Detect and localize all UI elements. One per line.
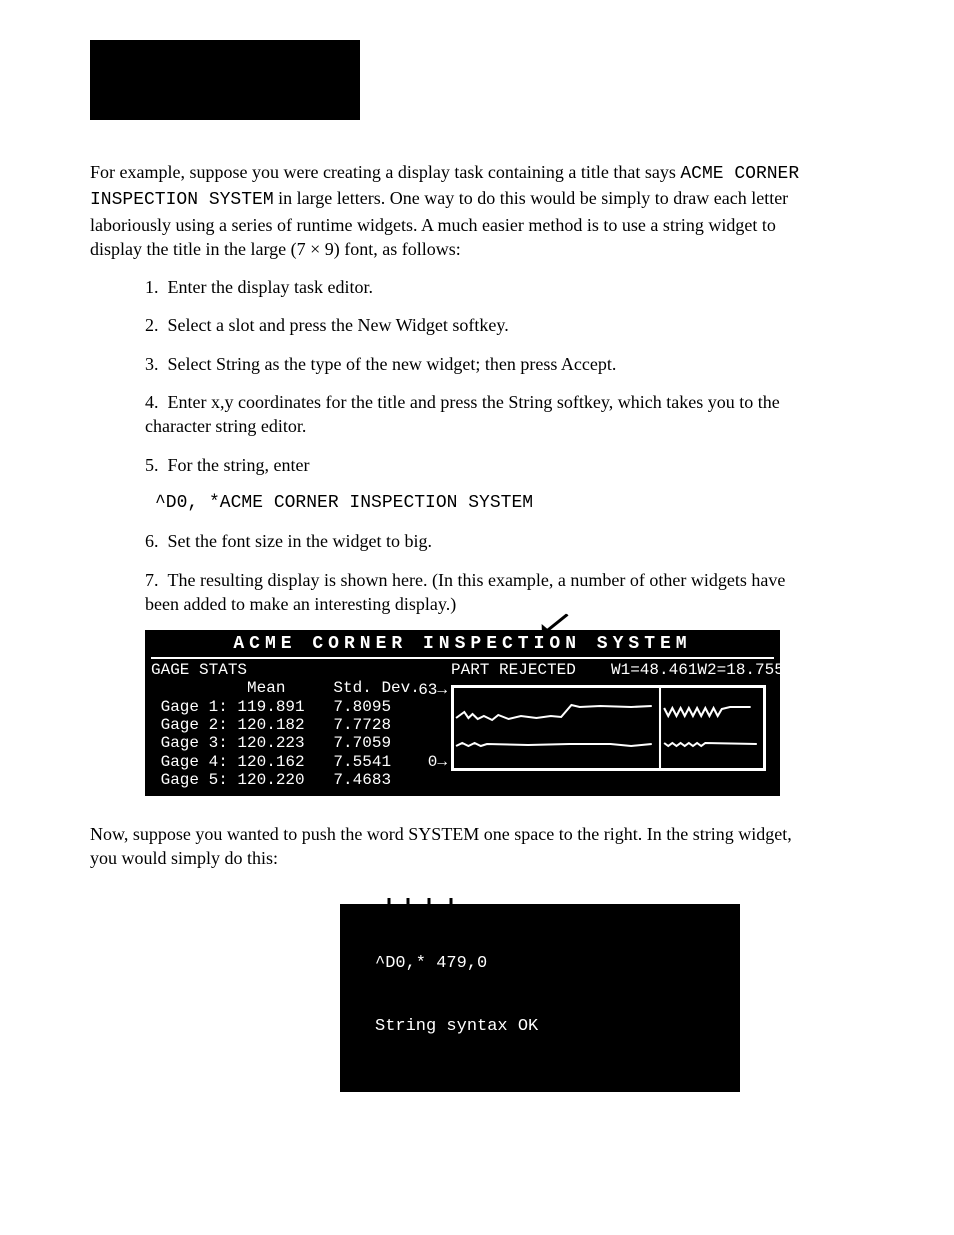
figure-acme: ACME CORNER INSPECTION SYSTEM GAGE STATS…: [90, 630, 814, 795]
intro-para: For example, suppose you were creating a…: [90, 160, 814, 261]
y-top-label: 63→: [418, 681, 447, 699]
acme-terminal: ACME CORNER INSPECTION SYSTEM GAGE STATS…: [145, 630, 780, 795]
gage-table: GAGE STATS Mean Std. Dev. Gage 1: 119.89…: [151, 661, 451, 790]
y-bot-label: 0→: [428, 753, 447, 771]
figure-small-terminal: ^D0,* 479,0 String syntax OK: [90, 904, 814, 1092]
para-2: Now, suppose you wanted to push the word…: [90, 822, 814, 871]
step-2: 2. Select a slot and press the New Widge…: [145, 313, 814, 337]
step-4: 4. Enter x,y coordinates for the title a…: [145, 390, 814, 439]
step-5a: 5. For the string, enter: [145, 453, 814, 477]
small-terminal: ^D0,* 479,0 String syntax OK: [340, 904, 740, 1092]
acme-title: ACME CORNER INSPECTION SYSTEM: [145, 630, 780, 657]
step-6: 6. Set the font size in the widget to bi…: [145, 529, 814, 553]
string-code: ^D0, *ACME CORNER INSPECTION SYSTEM: [155, 491, 814, 515]
step-7: 7. The resulting display is shown here. …: [145, 568, 814, 617]
step-1: 1. Enter the display task editor.: [145, 275, 814, 299]
step-3: 3. Select String as the type of the new …: [145, 352, 814, 376]
redacted-header: [90, 40, 360, 120]
waveform-chart: 63→ 0→: [451, 681, 774, 771]
w1-value: W1=48.461: [611, 661, 697, 679]
term2-line2: String syntax OK: [375, 1016, 728, 1037]
w2-value: W2=18.755: [697, 661, 783, 679]
term2-line1: ^D0,* 479,0: [375, 953, 728, 974]
part-rejected: PART REJECTED: [451, 661, 576, 679]
